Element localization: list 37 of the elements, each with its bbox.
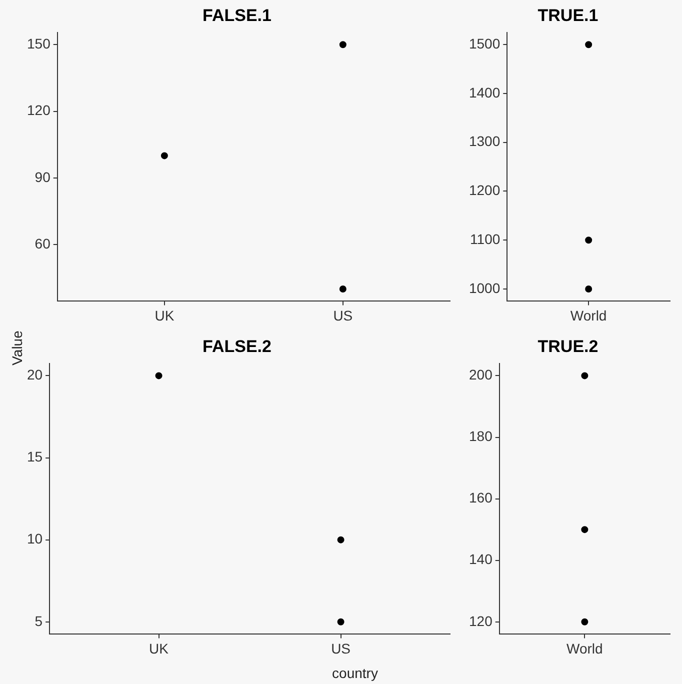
- point: [585, 236, 592, 244]
- y-tick-label: 1100: [470, 230, 500, 247]
- y-tick-label: 200: [469, 366, 493, 383]
- y-tick-label: 10: [26, 530, 43, 547]
- point: [585, 41, 592, 48]
- chart-title: FALSE.2: [202, 336, 272, 356]
- x-tick-label: UK: [154, 307, 175, 324]
- y-tick-label: 1400: [468, 84, 500, 100]
- y-tick-label: 140: [469, 551, 493, 568]
- x-tick-label: US: [333, 307, 353, 324]
- y-tick-label: 5: [34, 612, 43, 629]
- y-tick-label: 1000: [468, 280, 500, 296]
- y-axis-title: Value: [9, 330, 25, 368]
- y-tick-label: 180: [469, 428, 493, 444]
- y-tick-label: 150: [27, 35, 51, 52]
- y-tick-label: 15: [26, 448, 43, 465]
- y-tick-label: 120: [469, 612, 493, 629]
- point: [581, 372, 588, 380]
- y-tick-label: 90: [34, 168, 51, 185]
- chart-title: FALSE.1: [202, 6, 272, 25]
- y-tick-label: 160: [469, 490, 493, 506]
- point: [581, 618, 588, 626]
- y-tick-label: 1300: [468, 133, 500, 150]
- y-tick-label: 120: [27, 102, 51, 118]
- y-tick-label: 1200: [468, 182, 500, 198]
- x-tick-label: UK: [149, 640, 170, 656]
- y-tick-label: 60: [34, 235, 51, 252]
- chart-title: TRUE.1: [538, 6, 598, 25]
- x-tick-label: World: [570, 307, 607, 324]
- point: [581, 526, 588, 534]
- point: [585, 285, 592, 292]
- y-tick-label: 1500: [468, 35, 500, 52]
- chart-title: TRUE.2: [538, 336, 598, 356]
- x-tick-label: US: [331, 640, 351, 656]
- x-tick-label: World: [566, 640, 603, 656]
- y-tick-label: 20: [26, 366, 43, 383]
- x-axis-title: country: [331, 665, 379, 681]
